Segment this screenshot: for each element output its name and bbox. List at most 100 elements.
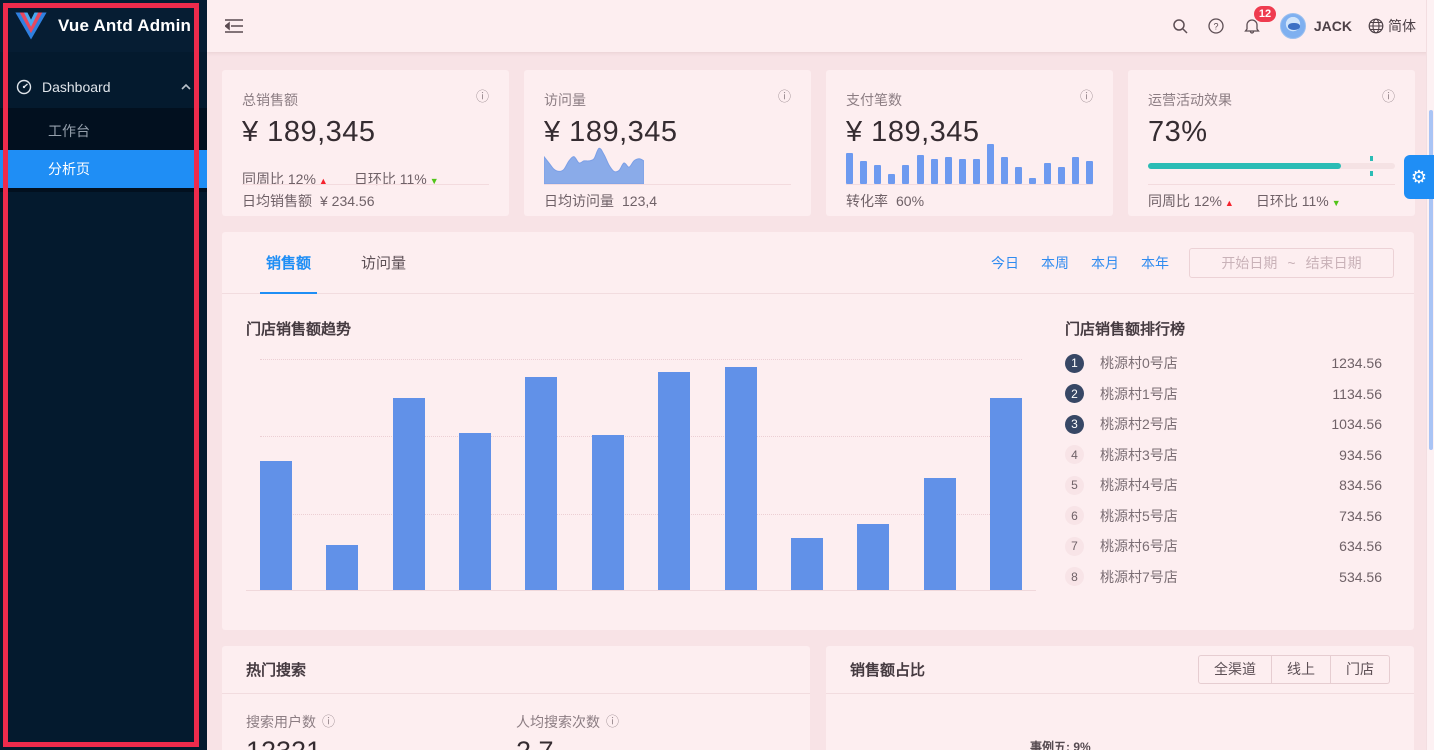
tabs-bar: 销售额 访问量 今日 本周 本月 本年 开始日期 ~ 结束日期 bbox=[222, 232, 1414, 294]
button-stores[interactable]: 门店 bbox=[1331, 655, 1390, 684]
logo[interactable]: Vue Antd Admin bbox=[0, 0, 207, 52]
ranking-title: 门店销售额排行榜 bbox=[1065, 321, 1186, 338]
bell-icon[interactable]: 12 bbox=[1234, 0, 1277, 52]
mini-bar bbox=[972, 158, 980, 184]
bar bbox=[459, 433, 492, 590]
header-actions: ? 12 JACK 简体 bbox=[1162, 0, 1434, 52]
mini-bar bbox=[958, 158, 966, 184]
bar bbox=[857, 523, 890, 590]
svg-text:?: ? bbox=[1213, 22, 1218, 32]
bar bbox=[591, 435, 624, 590]
tab-visits[interactable]: 访问量 bbox=[361, 255, 407, 272]
stat-label: 人均搜索次数 bbox=[516, 714, 600, 730]
stat-value: ¥ 189,345 bbox=[846, 116, 980, 148]
page-scrollbar[interactable] bbox=[1426, 0, 1434, 750]
stat-trend: 71.2▲ bbox=[347, 747, 388, 750]
footer-label: 日均销售额 bbox=[242, 192, 312, 209]
search-users-stat: 搜索用户数 ⓘ 12321 71.2▲ bbox=[246, 712, 516, 750]
stat-value: 2.7 bbox=[516, 736, 554, 750]
info-icon[interactable]: ⓘ bbox=[322, 714, 336, 729]
store-name: 桃源村5号店 bbox=[1100, 507, 1178, 524]
caret-down-icon: ▼ bbox=[429, 176, 439, 186]
date-separator: ~ bbox=[1287, 254, 1296, 271]
username[interactable]: JACK bbox=[1313, 18, 1352, 34]
bar bbox=[326, 544, 359, 590]
globe-icon bbox=[1368, 18, 1384, 34]
settings-gear-button[interactable]: ⚙ bbox=[1404, 155, 1434, 199]
stat-label: 搜索用户数 bbox=[246, 714, 316, 730]
rank-badge: 2 bbox=[1065, 384, 1084, 404]
stat-title: 运营活动效果 bbox=[1148, 92, 1232, 108]
rank-badge: 5 bbox=[1065, 475, 1084, 495]
filter-week[interactable]: 本周 bbox=[1041, 254, 1069, 271]
button-all-channels[interactable]: 全渠道 bbox=[1198, 655, 1272, 684]
bar bbox=[525, 377, 558, 590]
info-icon[interactable]: ⓘ bbox=[606, 714, 620, 729]
rank-badge: 3 bbox=[1065, 414, 1084, 434]
ranking-item: 4 桃源村3号店 934.56 bbox=[1065, 440, 1382, 471]
store-sales-value: 834.56 bbox=[1339, 477, 1382, 494]
caret-down-icon: ▼ bbox=[1331, 197, 1341, 208]
store-bar-chart-bars bbox=[260, 359, 1022, 590]
store-name: 桃源村2号店 bbox=[1100, 416, 1178, 433]
mini-bar bbox=[1001, 156, 1009, 184]
menu-fold-icon[interactable] bbox=[225, 19, 243, 33]
sidebar: Vue Antd Admin Dashboard 工作台 分析页 bbox=[0, 0, 207, 750]
mini-bar bbox=[944, 156, 952, 184]
pie-slice-label: 事例五: 9% bbox=[1030, 740, 1091, 750]
progress-target-marker bbox=[1370, 156, 1374, 176]
caret-up-icon: ▲ bbox=[1224, 197, 1234, 208]
ranking-item: 8 桃源村7号店 534.56 bbox=[1065, 562, 1382, 593]
date-range-picker[interactable]: 开始日期 ~ 结束日期 bbox=[1189, 247, 1394, 278]
info-icon[interactable]: ⓘ bbox=[777, 89, 791, 104]
info-icon[interactable]: ⓘ bbox=[1079, 89, 1093, 104]
filter-month[interactable]: 本月 bbox=[1091, 254, 1119, 271]
mini-bar bbox=[987, 144, 995, 184]
mini-bar bbox=[1085, 160, 1093, 184]
stat-card-total-sales: 总销售额 ⓘ ¥ 189,345 同周比 12% ▲ 日环比 11% ▼ 日均销售额… bbox=[222, 70, 509, 216]
store-name: 桃源村6号店 bbox=[1100, 538, 1178, 555]
sales-proportion-title: 销售额占比 bbox=[850, 662, 926, 679]
stat-value: 73% bbox=[1148, 116, 1208, 148]
sidebar-item-dashboard[interactable]: Dashboard bbox=[0, 66, 207, 108]
rank-badge: 4 bbox=[1065, 445, 1084, 465]
store-name: 桃源村7号店 bbox=[1100, 568, 1178, 585]
info-icon[interactable]: ⓘ bbox=[1381, 89, 1395, 104]
filter-today[interactable]: 今日 bbox=[991, 254, 1019, 271]
mini-bar bbox=[846, 152, 853, 184]
trend-week: 同周比 12% ▲ bbox=[242, 171, 328, 187]
tab-sales[interactable]: 销售额 bbox=[259, 232, 318, 294]
info-icon[interactable]: ⓘ bbox=[475, 89, 489, 104]
language-switcher[interactable]: 简体 bbox=[1368, 16, 1416, 36]
app-title: Vue Antd Admin bbox=[58, 16, 192, 35]
sales-proportion-card: 销售额占比 全渠道 线上 门店 事例五: 9% bbox=[826, 646, 1414, 750]
avatar[interactable] bbox=[1279, 13, 1306, 39]
bar bbox=[989, 398, 1022, 590]
store-sales-value: 534.56 bbox=[1339, 568, 1382, 585]
operation-progress-bar bbox=[1148, 156, 1395, 176]
bar bbox=[658, 371, 691, 590]
button-online[interactable]: 线上 bbox=[1272, 655, 1331, 684]
filter-year[interactable]: 本年 bbox=[1141, 254, 1169, 271]
mini-bar bbox=[902, 165, 910, 184]
language-label: 简体 bbox=[1388, 18, 1416, 34]
mini-bar bbox=[888, 173, 896, 184]
footer-value: 123,4 bbox=[622, 192, 658, 209]
store-name: 桃源村1号店 bbox=[1100, 385, 1178, 402]
ranking-item: 7 桃源村6号店 634.56 bbox=[1065, 531, 1382, 562]
ranking-item: 5 桃源村4号店 834.56 bbox=[1065, 470, 1382, 501]
mini-bar bbox=[930, 158, 938, 184]
ranking-item: 6 桃源村5号店 734.56 bbox=[1065, 501, 1382, 532]
sidebar-item-analysis[interactable]: 分析页 bbox=[0, 150, 207, 188]
search-icon[interactable] bbox=[1162, 0, 1198, 52]
scrollbar-thumb[interactable] bbox=[1429, 110, 1433, 450]
bar bbox=[790, 538, 823, 590]
top-header: ? 12 JACK 简体 bbox=[207, 0, 1434, 52]
store-name: 桃源村0号店 bbox=[1100, 355, 1178, 372]
help-icon[interactable]: ? bbox=[1198, 0, 1234, 52]
mini-bar bbox=[916, 154, 924, 184]
search-per-user-stat: 人均搜索次数 ⓘ 2.7 71.2▼ bbox=[516, 712, 786, 750]
stat-value: ¥ 189,345 bbox=[544, 116, 678, 148]
hot-search-card: 热门搜索 搜索用户数 ⓘ 12321 71.2▲ 人均搜索次数 ⓘ 2.7 71.2… bbox=[222, 646, 810, 750]
sidebar-item-workplace[interactable]: 工作台 bbox=[48, 123, 90, 139]
